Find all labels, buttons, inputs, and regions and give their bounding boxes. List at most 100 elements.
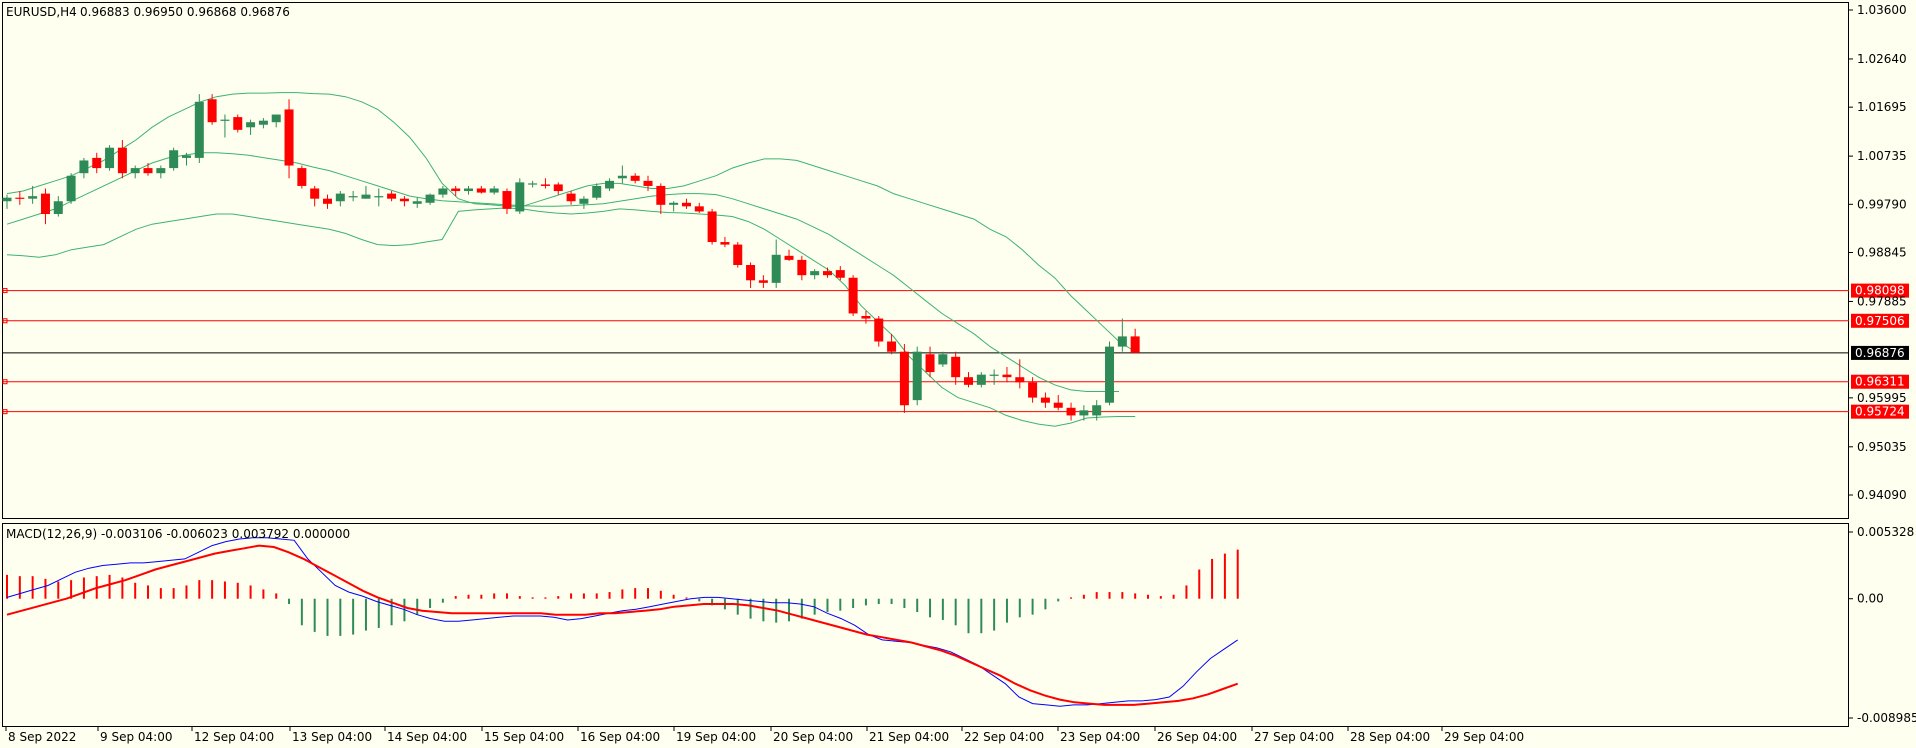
price-pane-frame bbox=[2, 2, 1849, 519]
level-price-tag bbox=[1851, 345, 1909, 360]
candle-body bbox=[169, 150, 179, 169]
time-tick-label: 27 Sep 04:00 bbox=[1254, 730, 1334, 744]
price-tick-label: 1.03600 bbox=[1857, 3, 1907, 17]
candle-body bbox=[1117, 336, 1127, 347]
level-price-label: 0.96876 bbox=[1855, 346, 1905, 360]
time-tick-label: 16 Sep 04:00 bbox=[580, 730, 660, 744]
level-price-tag bbox=[1851, 283, 1909, 298]
macd-title: MACD(12,26,9) -0.003106 -0.006023 0.0037… bbox=[6, 527, 350, 541]
candle-body bbox=[79, 160, 89, 174]
candle-body bbox=[130, 168, 140, 174]
candle-body bbox=[707, 211, 717, 243]
candle-body bbox=[592, 185, 602, 198]
candle-body bbox=[566, 193, 576, 202]
candle-body bbox=[630, 175, 640, 181]
candle-body bbox=[1092, 405, 1102, 416]
candle-body bbox=[951, 356, 961, 378]
candle-body bbox=[15, 197, 25, 199]
macd-line bbox=[6, 537, 1238, 707]
horizontal-levels: 0.98098 0.97506 0.96876 0.96311 0.95724 bbox=[2, 283, 1909, 419]
candle-body bbox=[246, 122, 256, 128]
candle-body bbox=[822, 271, 832, 276]
time-tick-label: 22 Sep 04:00 bbox=[964, 730, 1044, 744]
time-tick-label: 12 Sep 04:00 bbox=[194, 730, 274, 744]
candle-body bbox=[579, 198, 589, 204]
candle-body bbox=[258, 120, 268, 125]
candle-body bbox=[220, 119, 230, 121]
signal-line bbox=[6, 544, 1239, 706]
level-price-label: 0.96311 bbox=[1855, 375, 1905, 389]
candle-body bbox=[1066, 407, 1076, 416]
time-tick-label: 28 Sep 04:00 bbox=[1350, 730, 1430, 744]
candle-body bbox=[989, 374, 999, 376]
candle-body bbox=[515, 182, 525, 212]
candle-body bbox=[374, 196, 384, 198]
price-tick-label: 0.98845 bbox=[1857, 246, 1907, 260]
candle-body bbox=[156, 168, 166, 174]
candle-body bbox=[323, 198, 332, 204]
macd-pane-frame bbox=[2, 523, 1849, 727]
candle-body bbox=[899, 351, 909, 406]
candle-body bbox=[797, 259, 807, 276]
level-price-label: 0.98098 bbox=[1855, 284, 1905, 298]
time-tick-label: 21 Sep 04:00 bbox=[869, 730, 949, 744]
candle-body bbox=[1002, 374, 1012, 378]
candle-body bbox=[1015, 377, 1025, 383]
candle-body bbox=[746, 264, 756, 281]
candle-body bbox=[464, 188, 474, 192]
candle-body bbox=[964, 377, 973, 385]
candle-body bbox=[502, 191, 512, 209]
candle-body bbox=[976, 374, 986, 385]
candle-body bbox=[733, 244, 743, 265]
candle-body bbox=[1028, 382, 1038, 398]
candle-body bbox=[53, 201, 63, 214]
candle-body bbox=[1040, 397, 1050, 403]
candle-body bbox=[28, 196, 38, 199]
candle-body bbox=[861, 315, 871, 319]
level-price-label: 0.95724 bbox=[1855, 405, 1905, 419]
time-tick-label: 13 Sep 04:00 bbox=[292, 730, 372, 744]
candle-body bbox=[476, 188, 486, 193]
price-tick-label: 0.99790 bbox=[1857, 197, 1907, 211]
candle-body bbox=[771, 254, 781, 283]
price-tick-label: 0.97885 bbox=[1857, 294, 1907, 308]
candle-body bbox=[540, 184, 550, 186]
bollinger-lower-line bbox=[6, 207, 1136, 427]
candle-body bbox=[1053, 402, 1063, 408]
candle-body bbox=[938, 354, 948, 365]
candle-body bbox=[1105, 346, 1115, 403]
level-anchor bbox=[2, 409, 8, 415]
time-tick-label: 20 Sep 04:00 bbox=[773, 730, 853, 744]
price-tick-label: 1.00735 bbox=[1857, 149, 1907, 163]
candle-body bbox=[233, 117, 243, 130]
candle-body bbox=[361, 194, 371, 199]
candle-body bbox=[669, 202, 679, 205]
macd-tick-label: 0.00 bbox=[1857, 592, 1884, 606]
time-tick-label: 9 Sep 04:00 bbox=[100, 730, 172, 744]
candle-body bbox=[605, 180, 615, 189]
candle-body bbox=[284, 109, 294, 166]
candle-body bbox=[874, 318, 884, 342]
candle-body bbox=[720, 242, 730, 245]
time-tick-label: 26 Sep 04:00 bbox=[1157, 730, 1237, 744]
candle-body bbox=[681, 202, 691, 207]
candle-body bbox=[912, 351, 922, 401]
level-anchor bbox=[2, 379, 8, 385]
candle-body bbox=[181, 155, 191, 158]
candle-body bbox=[399, 198, 409, 202]
candle-body bbox=[2, 197, 12, 202]
candle-body bbox=[271, 114, 281, 123]
candle-body bbox=[656, 185, 666, 205]
candle-body bbox=[348, 196, 358, 198]
candle-body bbox=[784, 255, 794, 260]
time-tick-label: 19 Sep 04:00 bbox=[676, 730, 756, 744]
candle-body bbox=[40, 193, 50, 214]
level-price-tag bbox=[1851, 313, 1909, 328]
macd-tick-label: -0.008985 bbox=[1857, 711, 1916, 725]
level-anchor bbox=[2, 318, 8, 324]
macd-indicator bbox=[6, 537, 1239, 707]
candle-body bbox=[848, 277, 858, 314]
symbol-timeframe: EURUSD,H4 bbox=[6, 5, 77, 19]
candle-body bbox=[451, 188, 461, 192]
